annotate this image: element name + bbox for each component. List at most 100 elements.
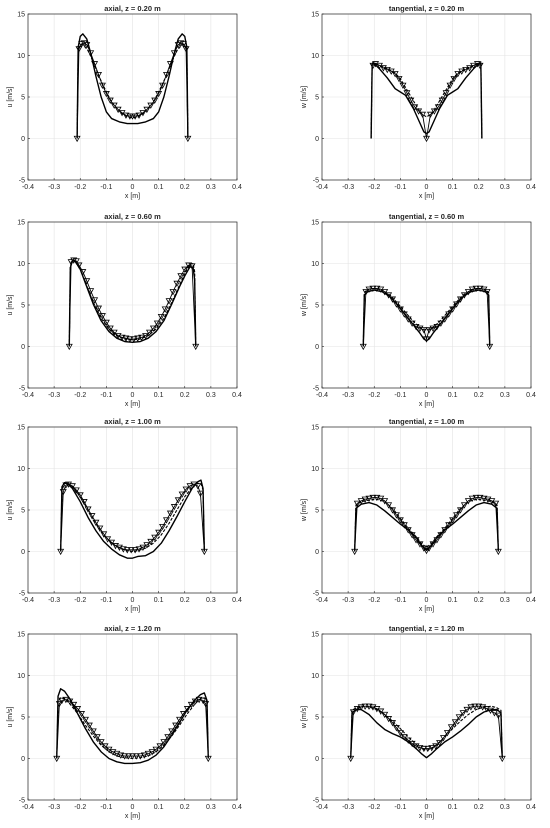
- triangle-marker: [147, 102, 155, 109]
- triangle-marker: [430, 108, 438, 115]
- series-line-markers: [362, 287, 491, 347]
- triangle-marker: [416, 541, 424, 548]
- triangle-marker: [347, 755, 355, 763]
- triangle-marker: [419, 111, 427, 119]
- x-tick-label: 0.1: [448, 597, 458, 604]
- triangle-marker: [450, 76, 458, 83]
- triangle-marker: [155, 529, 163, 537]
- triangle-marker: [53, 755, 61, 763]
- y-tick-label: 10: [311, 261, 319, 268]
- triangle-marker: [192, 343, 200, 351]
- triangle-marker: [385, 292, 393, 299]
- y-tick-label: -5: [19, 798, 25, 805]
- x-tick-label: 0.4: [232, 597, 242, 604]
- triangle-marker: [199, 697, 207, 705]
- x-tick-label: 0.2: [180, 804, 190, 811]
- triangle-marker: [148, 749, 156, 756]
- y-axis-label: w [m/s]: [301, 86, 308, 109]
- y-tick-label: 0: [315, 136, 319, 143]
- x-tick-label: -0.1: [100, 392, 112, 399]
- series-line-solid: [370, 63, 483, 139]
- triangle-marker: [408, 532, 416, 539]
- triangle-marker: [381, 498, 389, 505]
- y-tick-label: 15: [17, 220, 25, 227]
- x-tick-label: -0.2: [368, 804, 380, 811]
- triangle-marker: [184, 135, 192, 143]
- y-tick-label: -5: [313, 591, 319, 598]
- triangle-marker: [70, 701, 78, 709]
- series-line-markers: [76, 42, 189, 139]
- triangle-marker: [357, 704, 365, 711]
- triangle-marker: [194, 483, 202, 490]
- x-tick-label: -0.4: [22, 804, 34, 811]
- triangle-marker: [186, 483, 194, 490]
- triangle-marker: [106, 325, 114, 332]
- triangle-marker: [110, 102, 118, 109]
- triangle-marker: [458, 68, 466, 75]
- triangle-marker: [400, 522, 408, 529]
- y-tick-label: -5: [19, 386, 25, 393]
- triangle-marker: [191, 698, 199, 705]
- triangle-marker: [357, 498, 365, 505]
- triangle-marker: [140, 752, 148, 759]
- triangle-marker: [66, 698, 74, 705]
- y-tick-label: 0: [21, 136, 25, 143]
- triangle-marker: [168, 728, 176, 735]
- triangle-marker: [483, 289, 491, 296]
- triangle-marker: [399, 82, 407, 90]
- y-tick-label: -5: [313, 386, 319, 393]
- triangle-marker: [139, 544, 147, 551]
- triangle-marker: [67, 259, 75, 266]
- triangle-marker: [381, 289, 389, 296]
- triangle-marker: [58, 697, 66, 705]
- x-axis-label: x [m]: [125, 813, 140, 820]
- triangle-marker: [166, 61, 174, 68]
- triangle-marker: [176, 716, 184, 724]
- triangle-marker: [152, 746, 160, 753]
- triangle-marker: [65, 343, 73, 351]
- y-tick-label: 15: [17, 12, 25, 19]
- triangle-marker: [161, 306, 169, 313]
- triangle-marker: [153, 320, 161, 327]
- triangle-marker: [396, 306, 404, 313]
- triangle-marker: [486, 343, 494, 351]
- triangle-marker: [437, 320, 445, 327]
- triangle-marker: [359, 343, 367, 351]
- triangle-marker: [95, 71, 103, 79]
- triangle-marker: [132, 753, 140, 760]
- triangle-marker: [151, 97, 159, 104]
- triangle-marker: [83, 278, 91, 285]
- triangle-marker: [447, 724, 455, 731]
- x-axis-label: x [m]: [125, 401, 140, 408]
- x-tick-label: 0.3: [500, 597, 510, 604]
- triangle-marker: [385, 716, 393, 723]
- y-tick-label: 5: [315, 303, 319, 310]
- y-tick-label: 0: [315, 549, 319, 556]
- x-tick-label: 0.3: [500, 392, 510, 399]
- x-tick-label: 0.3: [500, 804, 510, 811]
- y-tick-label: 15: [17, 425, 25, 432]
- triangle-marker: [426, 111, 434, 119]
- triangle-marker: [136, 753, 144, 760]
- triangle-marker: [373, 285, 381, 293]
- x-tick-label: 0: [131, 184, 135, 191]
- y-tick-label: -5: [313, 178, 319, 185]
- chart-title: axial, z = 1.20 m: [104, 624, 161, 633]
- triangle-marker: [425, 327, 433, 334]
- x-tick-label: -0.3: [48, 184, 60, 191]
- triangle-marker: [130, 336, 138, 343]
- triangle-marker: [464, 498, 472, 505]
- triangle-marker: [149, 325, 157, 332]
- y-tick-label: 0: [21, 549, 25, 556]
- series-group: [65, 257, 200, 351]
- triangle-marker: [92, 519, 100, 527]
- series-line-dashed: [362, 287, 491, 347]
- triangle-marker: [177, 40, 185, 47]
- triangle-marker: [129, 753, 136, 760]
- chart-panel-2: -0.4 -0.3 -0.2 -0.1 0 0.1 0.2 0.3 0.4 -5 0 5 10 15 tan…: [301, 4, 536, 200]
- series-line-markers: [60, 483, 205, 552]
- x-tick-label: 0.3: [206, 804, 216, 811]
- triangle-marker: [494, 712, 502, 719]
- axes-box: [27, 221, 238, 389]
- triangle-marker: [169, 289, 177, 296]
